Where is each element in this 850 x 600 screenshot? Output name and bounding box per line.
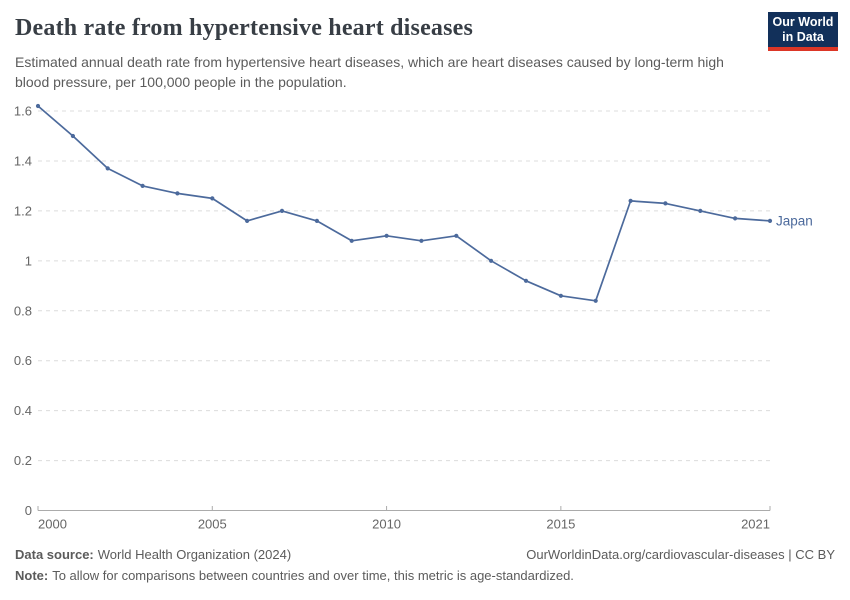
owid-logo[interactable]: Our World in Data bbox=[768, 12, 838, 51]
y-tick-label: 0.2 bbox=[14, 453, 32, 468]
y-tick-label: 0.4 bbox=[14, 403, 32, 418]
data-point[interactable] bbox=[210, 196, 215, 201]
owid-logo-line1: Our World bbox=[772, 15, 834, 29]
data-point[interactable] bbox=[628, 198, 633, 203]
data-point[interactable] bbox=[35, 103, 41, 109]
data-point[interactable] bbox=[175, 191, 180, 196]
x-tick-label: 2000 bbox=[38, 517, 67, 532]
data-point[interactable] bbox=[140, 183, 145, 188]
y-tick-label: 1.4 bbox=[14, 153, 32, 168]
series-line[interactable] bbox=[37, 105, 771, 302]
data-point[interactable] bbox=[245, 218, 250, 223]
series-label[interactable]: Japan bbox=[776, 213, 813, 228]
x-tick-label: 2015 bbox=[546, 517, 575, 532]
y-tick-label: 0.6 bbox=[14, 353, 32, 368]
note-label: Note: bbox=[15, 568, 49, 583]
x-tick-label: 2005 bbox=[198, 517, 227, 532]
data-point[interactable] bbox=[279, 208, 285, 213]
y-tick-label: 0.8 bbox=[14, 303, 32, 318]
chart-subtitle: Estimated annual death rate from hyperte… bbox=[15, 54, 724, 90]
data-source-label: Data source: bbox=[15, 547, 94, 562]
data-point[interactable] bbox=[384, 233, 389, 238]
data-point[interactable] bbox=[593, 298, 598, 303]
data-point[interactable] bbox=[663, 201, 668, 206]
data-point[interactable] bbox=[523, 278, 529, 283]
x-tick-label: 2010 bbox=[372, 517, 401, 532]
data-point[interactable] bbox=[70, 133, 75, 139]
data-point[interactable] bbox=[314, 218, 319, 223]
data-point[interactable] bbox=[489, 258, 494, 263]
data-source-text: World Health Organization (2024) bbox=[97, 547, 292, 562]
chart-footer: Data source: World Health Organization (2… bbox=[15, 547, 835, 583]
credit-link[interactable]: OurWorldinData.org/cardiovascular-diseas… bbox=[526, 547, 835, 562]
data-point[interactable] bbox=[454, 233, 459, 238]
data-point[interactable] bbox=[558, 293, 564, 298]
y-tick-label: 0 bbox=[25, 503, 32, 518]
data-point[interactable] bbox=[419, 238, 424, 243]
data-point[interactable] bbox=[767, 218, 773, 223]
data-source: Data source: World Health Organization (2… bbox=[15, 547, 291, 562]
data-point[interactable] bbox=[349, 238, 354, 243]
y-tick-label: 1.6 bbox=[14, 104, 32, 119]
x-tick-label: 2021 bbox=[741, 517, 770, 532]
line-chart[interactable]: 0 0.2 0.4 0.6 0.8 1 1.2 1.4 1.6 2000 2005 2010 2015 2… bbox=[0, 95, 850, 545]
y-tick-label: 1.2 bbox=[14, 203, 32, 218]
footer-row-note: Note: To allow for comparisons between co… bbox=[15, 568, 835, 583]
data-point[interactable] bbox=[105, 166, 110, 171]
data-point[interactable] bbox=[698, 208, 703, 213]
data-point[interactable] bbox=[733, 216, 738, 221]
page-title: Death rate from hypertensive heart disea… bbox=[15, 15, 474, 41]
note-text: To allow for comparisons between countri… bbox=[52, 568, 574, 583]
footer-row-source: Data source: World Health Organization (2… bbox=[15, 547, 835, 562]
owid-logo-line2: in Data bbox=[782, 30, 824, 44]
y-tick-label: 1 bbox=[25, 253, 32, 268]
